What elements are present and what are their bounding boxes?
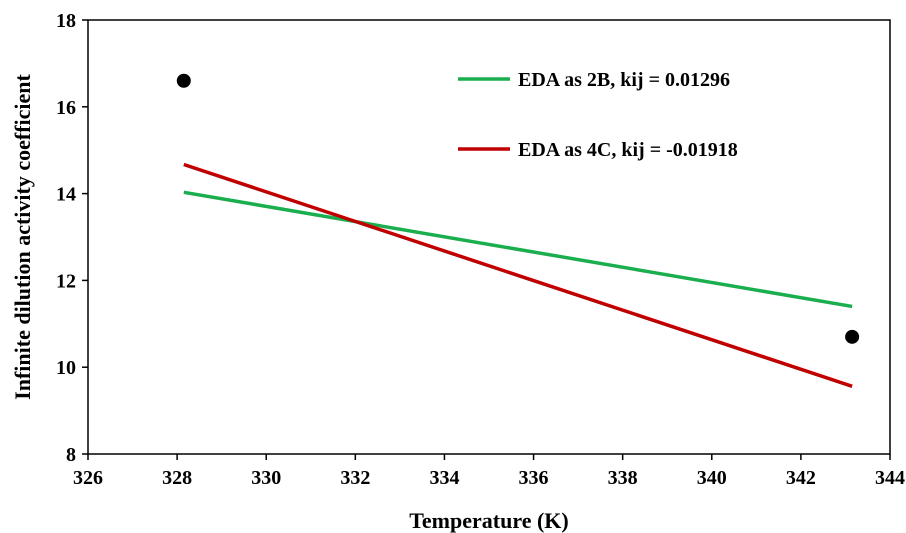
x-tick-label: 340 bbox=[697, 467, 727, 489]
y-tick-label: 10 bbox=[56, 357, 76, 379]
x-tick-label: 338 bbox=[608, 467, 638, 489]
y-tick-label: 16 bbox=[56, 97, 76, 119]
data-point-1 bbox=[845, 329, 860, 344]
y-tick-label: 12 bbox=[56, 270, 76, 292]
series-line-1 bbox=[183, 162, 853, 388]
plot-frame bbox=[87, 19, 891, 455]
x-tick-label: 328 bbox=[162, 467, 192, 489]
x-tick-label: 342 bbox=[786, 467, 816, 489]
x-tick-label: 336 bbox=[519, 467, 549, 489]
series-layer bbox=[176, 73, 860, 388]
x-axis-title: Temperature (K) bbox=[409, 508, 568, 533]
axes bbox=[87, 19, 891, 455]
y-tick-label: 18 bbox=[56, 10, 76, 32]
x-tick-label: 330 bbox=[251, 467, 281, 489]
y-axis-title: Infinite dilution activity coefficient bbox=[10, 73, 35, 399]
legend: EDA as 2B, kij = 0.01296 EDA as 4C, kij =… bbox=[458, 69, 738, 161]
legend-label-0: EDA as 2B, kij = 0.01296 bbox=[518, 69, 730, 91]
x-tick-label: 334 bbox=[429, 467, 459, 489]
legend-label-1: EDA as 4C, kij = -0.01918 bbox=[518, 139, 738, 161]
x-tick-label: 344 bbox=[875, 467, 905, 489]
data-point-0 bbox=[176, 73, 191, 88]
y-tick-label: 8 bbox=[66, 444, 76, 466]
x-tick-label: 326 bbox=[73, 467, 103, 489]
series-line-0 bbox=[183, 190, 853, 309]
x-tick-label: 332 bbox=[340, 467, 370, 489]
ticks: 326 328 330 332 334 336 338 340 342 344 8 10 12 14 16 1… bbox=[56, 10, 905, 489]
y-tick-label: 14 bbox=[56, 184, 76, 206]
